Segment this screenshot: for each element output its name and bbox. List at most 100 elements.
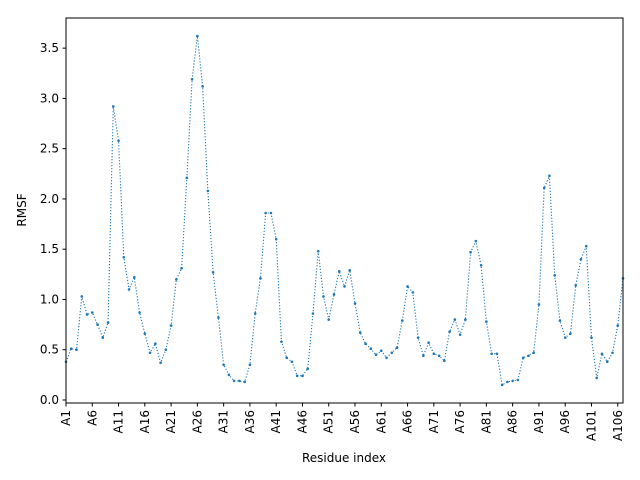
data-point — [416, 336, 420, 339]
data-point — [527, 354, 530, 358]
x-tick-label: A46 — [295, 410, 309, 433]
data-point — [332, 293, 336, 296]
data-point — [190, 78, 194, 81]
x-tick-label: A101 — [584, 410, 598, 441]
data-point — [374, 353, 378, 357]
data-point — [122, 255, 126, 259]
data-point — [506, 380, 509, 384]
x-tick-label: A76 — [453, 410, 467, 433]
data-point — [443, 359, 446, 363]
data-point — [611, 351, 614, 355]
x-tick-label: A1 — [59, 410, 73, 426]
data-point — [458, 333, 462, 336]
x-axis: A1 A6 A11 A16 A21 A26 A31 A36 A41 A46 A51 A56 A61 A66… — [59, 403, 625, 441]
x-tick-label: A66 — [401, 410, 415, 433]
data-point — [75, 348, 78, 352]
data-point — [269, 211, 273, 215]
data-point — [322, 295, 325, 298]
data-point — [511, 379, 514, 383]
data-point — [558, 319, 562, 322]
data-point — [180, 267, 183, 270]
data-point — [469, 250, 472, 254]
x-tick-label: A86 — [506, 410, 520, 433]
data-point — [616, 324, 620, 327]
x-tick-label: A96 — [558, 410, 572, 433]
data-point — [196, 34, 199, 38]
x-tick-label: A91 — [532, 410, 546, 433]
data-point — [464, 318, 467, 321]
x-tick-label: A31 — [217, 410, 231, 433]
data-point — [548, 174, 551, 178]
data-point — [590, 336, 593, 339]
y-tick-label: 3.5 — [40, 41, 59, 55]
data-point — [521, 356, 525, 360]
x-tick-label: A61 — [374, 410, 388, 433]
data-point — [453, 318, 457, 321]
data-point — [238, 379, 241, 383]
data-point — [106, 321, 110, 324]
data-point — [495, 352, 499, 356]
data-point — [553, 274, 556, 277]
data-point — [222, 363, 225, 367]
data-point — [201, 85, 204, 88]
data-point — [248, 363, 252, 367]
data-point — [111, 105, 115, 108]
data-point — [169, 324, 173, 327]
data-point — [411, 291, 415, 294]
data-point — [532, 351, 535, 355]
data-point — [311, 312, 315, 315]
data-point — [448, 330, 451, 333]
data-point — [479, 263, 483, 267]
data-point — [85, 313, 89, 316]
x-tick-label: A11 — [112, 410, 126, 433]
data-point — [80, 295, 84, 298]
y-tick-label: 1.0 — [40, 292, 59, 306]
data-point — [154, 342, 157, 345]
x-tick-label: A56 — [348, 410, 362, 433]
data-point — [401, 319, 404, 322]
data-point — [285, 356, 289, 360]
x-tick-label: A16 — [138, 410, 152, 433]
x-tick-label: A21 — [164, 410, 178, 433]
data-point — [290, 360, 294, 364]
data-point — [243, 380, 246, 384]
data-point — [569, 332, 572, 335]
data-point — [316, 249, 320, 253]
data-point — [96, 323, 99, 326]
data-point — [343, 285, 346, 288]
data-point — [579, 257, 583, 261]
data-point — [348, 269, 352, 272]
plot-frame — [65, 17, 624, 404]
data-point — [232, 379, 236, 383]
data-point — [395, 346, 399, 350]
data-point — [337, 270, 341, 273]
data-point — [295, 374, 299, 378]
data-point — [206, 189, 210, 193]
x-tick-label: A51 — [322, 410, 336, 433]
data-point — [422, 354, 425, 358]
data-point — [353, 302, 357, 305]
data-point — [364, 342, 367, 345]
data-point — [69, 347, 73, 351]
data-point — [437, 354, 441, 358]
x-tick-label: A36 — [243, 410, 257, 433]
y-tick-label: 0.5 — [40, 343, 59, 357]
y-axis-title: RMSF — [15, 193, 29, 226]
data-point — [253, 312, 257, 315]
y-axis: 0.0 0.5 1.0 1.5 2.0 2.5 3.0 3.5 — [40, 41, 66, 407]
x-tick-label: A6 — [85, 410, 99, 426]
data-point — [274, 237, 278, 241]
y-tick-label: 1.5 — [40, 242, 59, 256]
data-point — [432, 352, 436, 356]
data-point — [217, 316, 220, 319]
data-point — [516, 378, 520, 382]
data-point — [595, 376, 599, 380]
rmsf-series-line — [65, 36, 624, 386]
data-point — [369, 347, 373, 351]
y-tick-label: 3.0 — [40, 91, 59, 105]
data-point — [264, 211, 267, 215]
x-tick-label: A81 — [479, 410, 493, 433]
data-point — [358, 331, 362, 334]
